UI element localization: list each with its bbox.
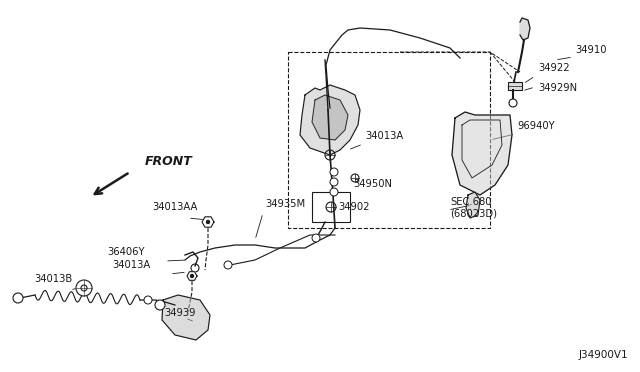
Text: 34013B: 34013B (34, 274, 72, 284)
Circle shape (312, 234, 320, 242)
Text: 34935M: 34935M (265, 199, 305, 209)
Bar (288, 52, 490, 228)
Text: 34939: 34939 (164, 308, 195, 318)
Text: J34900V1: J34900V1 (579, 350, 628, 360)
Text: SEC.680: SEC.680 (450, 197, 492, 207)
Text: 34013AA: 34013AA (152, 202, 197, 212)
Text: 34950N: 34950N (353, 179, 392, 189)
Polygon shape (520, 18, 530, 40)
Polygon shape (202, 217, 214, 227)
Text: 96940Y: 96940Y (517, 121, 555, 131)
Circle shape (76, 280, 92, 296)
Text: 36406Y: 36406Y (107, 247, 145, 257)
Circle shape (144, 296, 152, 304)
Circle shape (81, 285, 87, 291)
Text: FRONT: FRONT (145, 155, 193, 168)
Circle shape (509, 99, 517, 107)
Polygon shape (187, 272, 197, 280)
Circle shape (330, 178, 338, 186)
Text: 34013A: 34013A (112, 260, 150, 270)
Polygon shape (300, 85, 360, 155)
Text: 34910: 34910 (575, 45, 607, 55)
Polygon shape (162, 295, 210, 340)
Bar (508, 82, 522, 90)
Circle shape (191, 275, 193, 278)
Circle shape (330, 168, 338, 176)
Circle shape (330, 188, 338, 196)
Circle shape (224, 261, 232, 269)
Circle shape (207, 221, 209, 224)
Text: 34013A: 34013A (365, 131, 403, 141)
Text: 34922: 34922 (538, 63, 570, 73)
Polygon shape (312, 95, 348, 140)
Polygon shape (466, 192, 480, 218)
Circle shape (155, 300, 165, 310)
Circle shape (13, 293, 23, 303)
Text: 34929N: 34929N (538, 83, 577, 93)
Text: 34902: 34902 (338, 202, 369, 212)
Text: (68023D): (68023D) (450, 208, 497, 218)
Bar (312, 192, 350, 222)
Polygon shape (452, 112, 512, 195)
